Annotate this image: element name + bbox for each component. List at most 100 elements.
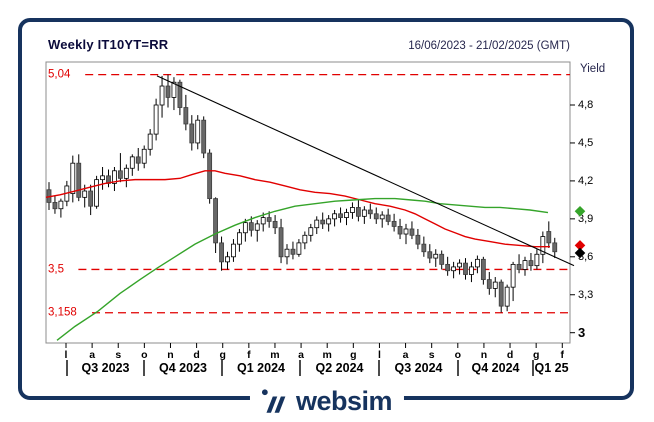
candle-up (492, 281, 498, 289)
month-label: f (561, 349, 565, 361)
candle-down (201, 119, 207, 154)
month-label: m (270, 349, 279, 361)
downtrend-line (156, 75, 575, 267)
y-tick-label: 4,8 (578, 99, 593, 111)
month-label: d (507, 349, 513, 361)
month-label: s (429, 349, 435, 361)
candle-up (225, 256, 230, 263)
candle-down (266, 217, 272, 222)
ma-long-green (56, 197, 549, 341)
candle-down (52, 202, 58, 210)
y-tick-label: 4,2 (578, 175, 593, 187)
candle-up (379, 214, 385, 220)
websim-wordmark: websim (295, 385, 393, 416)
month-label: n (481, 349, 487, 361)
month-label: l (65, 349, 68, 361)
candle-down (421, 243, 427, 253)
candle-up (242, 222, 248, 234)
candle-up (112, 170, 117, 184)
candle-down (445, 263, 451, 272)
websim-logo: websim (249, 383, 405, 419)
candle-down (88, 190, 94, 207)
candle-up (308, 227, 314, 236)
y-axis: 4,84,54,23,93,63,33 (570, 99, 593, 340)
month-label: g (220, 349, 226, 361)
candle-down (320, 219, 326, 225)
candle-up (403, 228, 409, 235)
candle-down (248, 222, 254, 231)
level-label: 5,04 (48, 69, 71, 81)
candle-up (510, 263, 516, 288)
candle-up (344, 212, 349, 218)
candle-up (236, 232, 242, 245)
candle-down (427, 251, 433, 259)
candle-down (165, 85, 171, 98)
quarter-label: Q1 25 (534, 361, 568, 375)
candle-up (153, 104, 159, 135)
quarter-label: Q1 2024 (237, 361, 285, 375)
candle-up (123, 167, 129, 179)
candle-down (183, 107, 189, 125)
quarter-label: Q4 2024 (472, 361, 520, 375)
candle-up (534, 253, 540, 267)
candle-down (391, 220, 397, 227)
candle-down (439, 253, 445, 265)
x-axis-quarters: Q3 2023 Q4 2023 Q1 2024 Q2 2024 Q3 2024 Q4 20… (66, 360, 569, 376)
candle-up (58, 200, 64, 210)
y-axis-label: Yield (580, 63, 606, 75)
y-tick-label: 3,9 (578, 213, 593, 225)
month-label: g (350, 349, 356, 361)
candle-down (528, 260, 534, 267)
candle-down (546, 231, 552, 244)
month-label: o (141, 349, 147, 361)
candle-down (486, 279, 492, 289)
candle-down (367, 209, 373, 215)
candle-down (189, 123, 195, 144)
candle-up (326, 218, 332, 225)
month-label: n (167, 349, 173, 361)
month-label: f (247, 349, 251, 361)
level-lines: 5,04 3,5 3,158 (48, 69, 570, 319)
candle-down (463, 262, 468, 275)
candle-up (171, 81, 177, 98)
red-ma-last-diamond (574, 240, 586, 251)
date-range: 16/06/2023 - 21/02/2025 (GMT) (408, 40, 570, 52)
month-label: a (89, 349, 95, 361)
candle-down (516, 263, 522, 270)
candle-down (278, 227, 284, 258)
candle-up (469, 266, 474, 275)
candle-up (159, 85, 165, 106)
candlestick-series (46, 74, 558, 313)
ma-short-red (45, 170, 550, 248)
candle-down (552, 242, 558, 253)
candle-down (272, 220, 278, 229)
plot-frame (45, 61, 571, 344)
month-label: d (193, 349, 199, 361)
y-tick-label: 3,3 (578, 289, 593, 301)
candle-down (177, 81, 183, 108)
quarter-label: Q4 2023 (159, 361, 207, 375)
month-label: g (533, 349, 539, 361)
candle-up (522, 260, 528, 270)
candle-up (302, 234, 308, 244)
candle-up (129, 156, 135, 169)
candle-down (219, 242, 224, 263)
y-tick-label: 4,5 (578, 137, 593, 149)
candle-up (141, 148, 147, 164)
candle-down (135, 156, 141, 164)
candle-up (314, 219, 320, 229)
quarter-label: Q2 2024 (316, 361, 364, 375)
candle-down (480, 258, 486, 280)
candle-down (373, 213, 379, 220)
candle-down (397, 226, 403, 235)
month-label: a (298, 349, 304, 361)
chart-title: Weekly IT10YT=RR (48, 37, 169, 52)
candle-down (290, 248, 296, 255)
month-label: o (455, 349, 461, 361)
candle-up (457, 262, 462, 268)
candle-up (147, 133, 153, 150)
candle-up (350, 207, 355, 213)
last-close-diamond (574, 247, 586, 259)
candle-up (451, 266, 457, 272)
